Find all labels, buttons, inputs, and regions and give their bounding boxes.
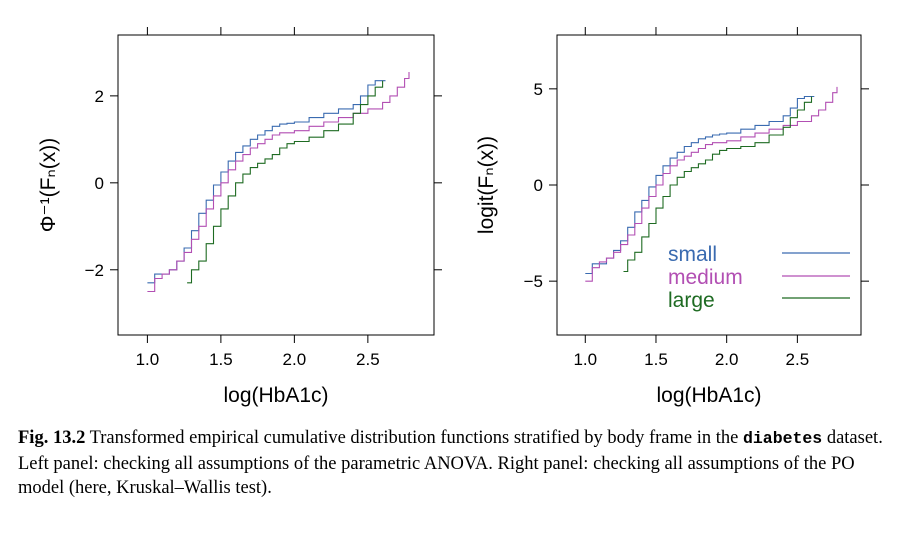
left-x-axis-label: log(HbA1c) <box>223 384 328 407</box>
caption-text-before: Transformed empirical cumulative distrib… <box>85 428 743 448</box>
x-tick-label: 2.5 <box>356 350 380 369</box>
x-tick-label: 1.0 <box>136 350 160 369</box>
left-y-axis: −2 0 2 <box>85 87 442 280</box>
x-tick-label: 1.5 <box>644 350 668 369</box>
y-tick-label: 2 <box>95 87 104 106</box>
figure-plots: 1.0 1.5 2.0 2.5 −202 log(HbA1c) Φ⁻¹(Fₙ(x)) … <box>37 27 869 407</box>
right-y-axis: −5 0 5 <box>524 80 869 291</box>
left-x-axis: 1.0 1.5 2.0 2.5 <box>136 27 380 369</box>
left-plot-frame <box>117 34 435 336</box>
x-tick-label: 2.0 <box>715 350 739 369</box>
caption-code-term: diabetes <box>742 429 823 448</box>
legend-label-medium: medium <box>668 266 743 289</box>
x-tick-label: 1.5 <box>209 350 233 369</box>
legend-label-small: small <box>668 243 717 266</box>
left-series-lines <box>147 72 410 293</box>
y-tick-label: 0 <box>95 174 104 193</box>
y-tick-label: 5 <box>534 80 543 99</box>
right-y-axis-label: logit(Fₙ(x)) <box>475 136 498 234</box>
x-tick-label: 2.0 <box>283 350 307 369</box>
x-tick-label: 2.5 <box>786 350 810 369</box>
right-x-axis-label: log(HbA1c) <box>656 384 761 407</box>
y-tick-label: −2 <box>85 261 104 280</box>
caption-figure-label: Fig. 13.2 <box>18 428 86 448</box>
series-line-large <box>187 80 384 284</box>
series-line-large <box>623 96 813 273</box>
series-line-medium <box>585 86 838 282</box>
left-panel: 1.0 1.5 2.0 2.5 −2 0 2 log(HbA1c) Φ⁻¹(Fₙ(x)) <box>37 27 442 407</box>
legend: small medium large <box>668 243 850 312</box>
legend-label-large: large <box>668 289 715 312</box>
right-x-axis: 1.0 1.5 2.0 2.5 <box>573 27 809 369</box>
y-tick-label: 0 <box>534 176 543 195</box>
caption-text-after: dataset. Left panel: checking all assump… <box>18 428 883 498</box>
right-panel: 1.0 1.5 2.0 2.5 −5 0 5 log(HbA1c) logit(Fₙ(x)… <box>475 27 869 407</box>
figure-caption: Fig. 13.2 Transformed empirical cumulati… <box>18 426 886 501</box>
right-series-lines <box>585 86 838 282</box>
y-tick-label: −5 <box>524 272 543 291</box>
series-line-medium <box>147 72 410 293</box>
left-y-axis-label: Φ⁻¹(Fₙ(x)) <box>37 138 60 233</box>
x-tick-label: 1.0 <box>573 350 597 369</box>
series-line-small <box>147 80 386 284</box>
